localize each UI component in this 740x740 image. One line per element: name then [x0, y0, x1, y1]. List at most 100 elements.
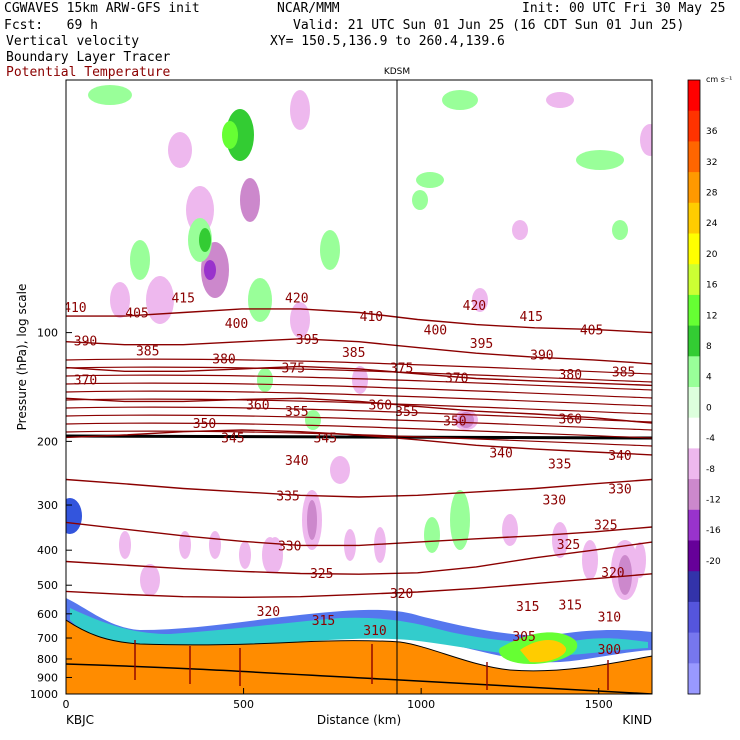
- contour-label: 345: [221, 431, 244, 446]
- velocity-blob: [612, 220, 628, 240]
- contour-label: 395: [296, 333, 319, 348]
- colorbar-swatch: [688, 387, 700, 419]
- contour-label: 385: [612, 365, 635, 380]
- velocity-blob: [146, 276, 174, 324]
- contour-label: 370: [445, 371, 468, 386]
- velocity-blob: [130, 240, 150, 280]
- x-tick-label: 500: [233, 698, 254, 711]
- contour-label: 330: [608, 483, 631, 498]
- colorbar-swatch: [688, 417, 700, 449]
- x-tick-label: 1500: [585, 698, 613, 711]
- velocity-blob: [640, 124, 652, 156]
- contour-label: 340: [489, 447, 512, 462]
- theta-contour: [66, 422, 652, 439]
- contour-label: 400: [424, 323, 447, 338]
- station-label: KDSM: [384, 67, 410, 77]
- contour-label: 325: [594, 519, 617, 534]
- theta-contour: [66, 541, 652, 575]
- y-tick-label: 100: [37, 327, 58, 340]
- contour-label: 360: [246, 398, 269, 413]
- theta-contour: [66, 338, 652, 365]
- contour-label: 355: [395, 405, 418, 420]
- theta-contour: [66, 374, 652, 391]
- colorbar-tick-label: -16: [706, 526, 721, 536]
- theta-contour: [66, 406, 652, 423]
- contour-label: 415: [171, 292, 194, 307]
- left-station-label: KBJC: [66, 713, 94, 727]
- velocity-blob: [546, 92, 574, 108]
- tracer-band-core: [520, 640, 567, 663]
- velocity-blob: [110, 282, 130, 318]
- colorbar-tick-label: 20: [706, 250, 718, 260]
- velocity-blob: [209, 531, 221, 559]
- velocity-blob: [66, 498, 82, 534]
- velocity-blob: [290, 90, 310, 130]
- colorbar-swatch: [688, 632, 700, 664]
- contour-label: 380: [212, 353, 235, 368]
- contour-label: 340: [608, 449, 631, 464]
- contour-label: 325: [310, 567, 333, 582]
- velocity-blob: [472, 288, 488, 312]
- contour-label: 335: [548, 457, 571, 472]
- field-potential-temperature: Potential Temperature: [6, 65, 171, 80]
- y-tick-label: 1000: [30, 688, 58, 701]
- colorbar-swatch: [688, 540, 700, 572]
- contour-label: 370: [74, 374, 97, 389]
- contour-label: 330: [543, 494, 566, 509]
- velocity-blob: [416, 172, 444, 188]
- velocity-blob: [222, 121, 238, 149]
- velocity-blob: [512, 220, 528, 240]
- velocity-blob: [582, 540, 598, 580]
- model-title: CGWAVES 15km ARW-GFS init: [4, 1, 200, 16]
- surface-line: [66, 663, 652, 694]
- xy-coords: XY= 150.5,136.9 to 260.4,139.6: [270, 34, 505, 49]
- velocity-blob: [179, 531, 191, 559]
- velocity-blob: [307, 500, 317, 540]
- contour-label: 385: [136, 344, 159, 359]
- velocity-blob: [412, 190, 428, 210]
- theta-contour: [66, 308, 652, 334]
- colorbar-tick-label: 4: [706, 373, 712, 383]
- valid-time: Valid: 21 UTC Sun 01 Jun 25 (16 CDT Sun …: [293, 18, 685, 33]
- init-time: Init: 00 UTC Fri 30 May 25: [522, 1, 726, 16]
- contour-label: 405: [580, 323, 603, 338]
- contour-label: 390: [530, 349, 553, 364]
- colorbar-tick-label: -12: [706, 495, 721, 505]
- colorbar-swatch: [688, 448, 700, 480]
- thick-line: [66, 434, 652, 440]
- colorbar-swatch: [688, 294, 700, 327]
- contour-label: 410: [63, 301, 86, 316]
- velocity-blob: [634, 542, 646, 578]
- colorbar-tick-label: 32: [706, 158, 717, 168]
- x-axis-label: Distance (km): [317, 713, 401, 727]
- velocity-blob: [450, 490, 470, 550]
- y-tick-label: 900: [37, 671, 58, 684]
- velocity-blob: [240, 178, 260, 222]
- velocity-blob: [618, 555, 632, 595]
- contour-label: 375: [390, 362, 413, 377]
- colorbar-swatch: [688, 202, 700, 234]
- contour-label: 360: [369, 398, 392, 413]
- field-vertical-velocity: Vertical velocity: [6, 34, 140, 49]
- colorbar-tick-label: -20: [706, 557, 721, 567]
- colorbar-swatch: [688, 571, 700, 603]
- y-tick-label: 400: [37, 544, 58, 557]
- colorbar-tick-label: 16: [706, 281, 718, 291]
- colorbar-swatch: [688, 663, 700, 695]
- contour-label: 415: [519, 310, 542, 325]
- contour-label: 405: [125, 307, 148, 322]
- contour-label: 310: [598, 610, 621, 625]
- colorbar-swatch: [688, 80, 700, 112]
- contour-label: 320: [601, 566, 624, 581]
- axes: 0 500 1000 1500 100 200 300 400 500 600 700 800 900 1…: [15, 284, 652, 727]
- theta-contour: [66, 366, 652, 383]
- potential-temperature-contours: [66, 308, 652, 690]
- contour-label: 305: [512, 630, 535, 645]
- contour-label: 350: [443, 414, 466, 429]
- colorbar-tick-label: 24: [706, 219, 718, 229]
- field-boundary-layer-tracer: Boundary Layer Tracer: [6, 50, 171, 65]
- terrain-outline: [66, 619, 652, 672]
- colorbar-swatch: [688, 601, 700, 634]
- vertical-velocity-shading: [66, 85, 652, 694]
- y-tick-label: 800: [37, 653, 58, 666]
